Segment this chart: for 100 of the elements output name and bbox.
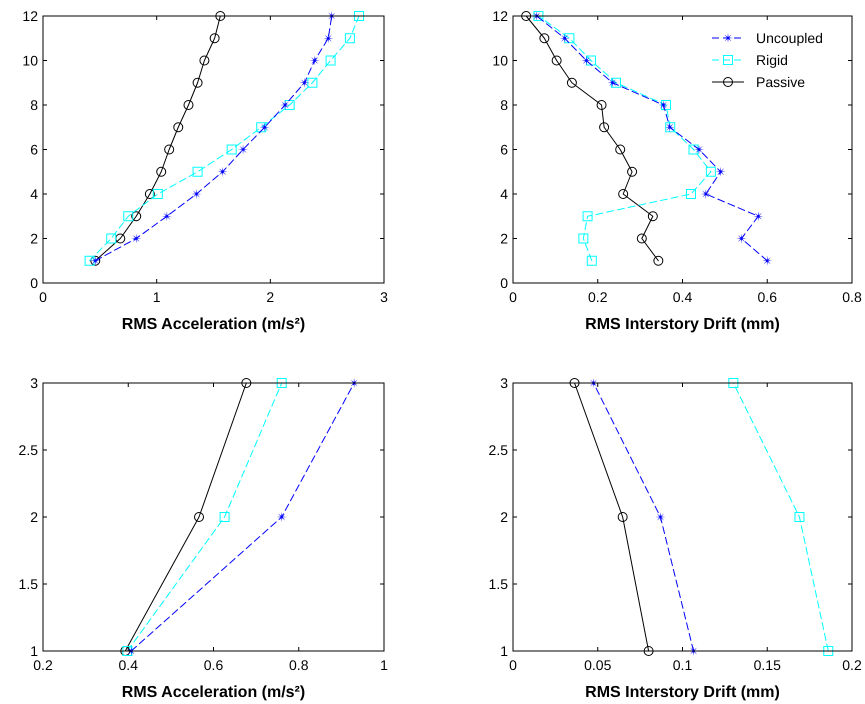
x-tick-label: 1 (380, 657, 388, 673)
point (599, 122, 610, 132)
point (552, 56, 562, 66)
x-tick-label: 0.8 (842, 289, 862, 305)
legend-label: Rigid (756, 52, 788, 68)
y-tick-label: 3 (30, 375, 38, 391)
x-axis-title: RMS Interstory Drift (mm) (585, 684, 780, 701)
x-tick-label: 0.1 (672, 657, 692, 673)
point (521, 11, 532, 21)
point (578, 234, 588, 244)
x-tick-label: 0.2 (33, 657, 53, 673)
point (648, 211, 658, 222)
point (162, 211, 172, 222)
point (280, 100, 290, 110)
x-axis-title: RMS Acceleration (m/s²) (122, 684, 306, 701)
point (762, 256, 772, 266)
point (566, 78, 577, 88)
y-tick-label: 10 (492, 52, 508, 68)
point (144, 189, 155, 199)
point (794, 512, 804, 522)
point (706, 166, 716, 177)
x-tick-label: 0.2 (842, 657, 862, 673)
point (615, 144, 626, 154)
point (694, 144, 704, 154)
y-tick-label: 2 (30, 509, 38, 525)
y-tick-label: 2.5 (488, 442, 508, 458)
point (581, 56, 592, 66)
x-tick-label: 1 (152, 289, 161, 305)
point (276, 512, 287, 522)
y-tick-label: 2.5 (18, 442, 38, 458)
point (192, 78, 203, 88)
point (284, 100, 295, 110)
point (106, 234, 116, 244)
point (570, 378, 580, 388)
x-tick-label: 2 (266, 289, 274, 305)
point (220, 512, 230, 522)
x-tick-label: 0.4 (672, 289, 692, 305)
point (610, 78, 621, 88)
y-tick-label: 6 (500, 142, 508, 158)
point (596, 100, 607, 110)
point (586, 56, 596, 66)
y-tick-label: 2 (500, 509, 508, 525)
point (191, 189, 202, 199)
point (164, 144, 174, 154)
y-tick-label: 1 (30, 643, 38, 659)
point (700, 189, 711, 199)
x-tick-label: 0.4 (118, 657, 138, 673)
point (226, 144, 237, 154)
point (823, 646, 834, 656)
point (218, 166, 228, 177)
point (156, 166, 166, 177)
point (84, 256, 95, 266)
legend-label: Passive (756, 74, 806, 90)
point (183, 100, 194, 110)
x-tick-label: 0.15 (754, 657, 782, 673)
x-axis-title: RMS Acceleration (m/s²) (122, 316, 306, 333)
y-tick-label: 6 (30, 142, 38, 158)
point (753, 211, 764, 222)
y-tick-label: 12 (22, 8, 38, 24)
x-axis-title: RMS Interstory Drift (mm) (585, 316, 780, 333)
point (627, 166, 638, 177)
y-tick-label: 1.5 (488, 576, 508, 592)
point (608, 78, 618, 88)
point (653, 256, 664, 266)
y-tick-label: 2 (30, 230, 38, 246)
point (655, 512, 666, 522)
x-tick-label: 0.6 (758, 289, 778, 305)
point (686, 189, 696, 199)
x-tick-label: 0.6 (204, 657, 224, 673)
point (716, 166, 726, 177)
point (123, 211, 134, 222)
y-tick-label: 2 (500, 230, 508, 246)
point (299, 78, 310, 88)
point (215, 11, 226, 21)
point (326, 56, 336, 66)
point (241, 378, 252, 388)
point (728, 378, 738, 388)
y-tick-label: 0 (500, 275, 508, 291)
point (210, 33, 220, 44)
point (660, 100, 671, 110)
y-tick-label: 8 (30, 97, 38, 113)
point (323, 33, 334, 44)
point (564, 33, 574, 44)
point (115, 234, 126, 244)
point (560, 33, 570, 44)
point (736, 234, 746, 244)
point (582, 211, 593, 222)
point (310, 56, 320, 66)
x-tick-label: 3 (380, 289, 388, 305)
x-tick-label: 0.05 (584, 657, 612, 673)
point (192, 166, 203, 177)
point (276, 378, 287, 388)
y-tick-label: 4 (30, 186, 38, 202)
point (307, 78, 318, 88)
x-tick-label: 0.2 (588, 289, 608, 305)
point (199, 56, 210, 66)
y-tick-label: 12 (492, 8, 508, 24)
point (194, 512, 204, 522)
point (131, 211, 142, 222)
point (586, 256, 597, 266)
